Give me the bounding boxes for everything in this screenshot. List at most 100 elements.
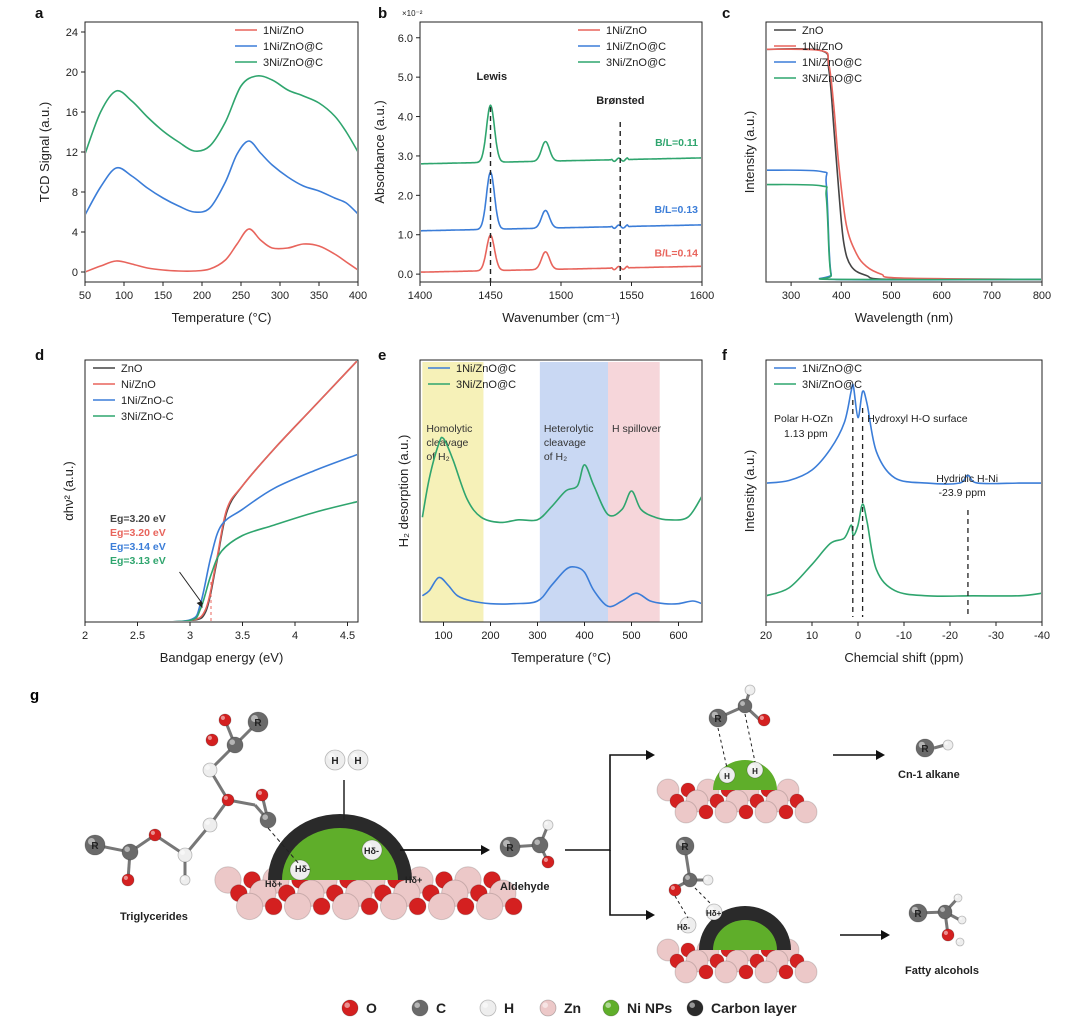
series-line-Ni/ZnO: [180, 361, 357, 621]
eg-label: Eg=3.13 eV: [110, 555, 166, 567]
h-atom-sphere: [702, 874, 714, 886]
x-tick-label: 3.5: [235, 630, 250, 642]
h-atom: [179, 874, 191, 886]
x-tick-label: 350: [310, 290, 328, 302]
legend-label: 3Ni/ZnO@C: [606, 57, 666, 69]
o-atom-shine: [759, 715, 765, 721]
c-atom-shine: [685, 875, 690, 880]
o-atom-shine: [257, 790, 262, 796]
o-atom-sphere: [121, 873, 135, 887]
series-line-1Ni/ZnO: [421, 234, 701, 273]
legend-label: 1Ni/ZnO@C: [263, 41, 323, 53]
series-line-1Ni/ZnO@C: [421, 171, 701, 232]
legend-atom-3-shine: [542, 1002, 548, 1008]
lower-catalyst: [699, 906, 791, 950]
r-group: R: [499, 836, 521, 858]
plot-frame: [419, 359, 703, 623]
series-line-1Ni/ZnO@C: [767, 169, 1041, 281]
o-atom: [757, 713, 771, 727]
polar-ppm: 1.13 ppm: [784, 428, 828, 440]
o-atom-sphere: [221, 793, 235, 807]
h-atom-shine: [205, 765, 210, 770]
legend-label: 1Ni/ZnO@C: [456, 363, 516, 375]
arrowhead-alcohol: [881, 930, 890, 940]
r-group-shine: [503, 840, 510, 847]
upper-surface: [656, 778, 818, 824]
fatty-alcohol: R: [908, 893, 967, 947]
legend-atom-0-sphere: [341, 999, 359, 1017]
hydridic-label: Hydridic H-Ni: [936, 473, 998, 485]
panel-f: 20 10 0 -10 -20 -30 -40 Chemcial shift (ppm) Int…: [722, 347, 1050, 665]
panel-label-g: g: [30, 687, 39, 704]
o-atom: [148, 828, 162, 842]
o-atom-sphere: [218, 713, 232, 727]
h-atom: [955, 937, 965, 947]
legend-label: 1Ni/ZnO: [606, 25, 647, 37]
legend-atom-2-shine: [482, 1002, 489, 1008]
branch-up: [565, 754, 650, 851]
o-surface-atom: [264, 897, 283, 916]
x-tick-label: 4: [292, 630, 298, 642]
lower-h2: [705, 903, 723, 921]
y-axis-label: H₂ desorption (a.u.): [396, 435, 411, 548]
legend-text: Zn: [564, 1000, 581, 1016]
h-delta-minus-1: [361, 839, 383, 861]
o-atom-shine: [943, 930, 949, 936]
r-group-1-shine: [88, 838, 95, 845]
legend-label: ZnO: [121, 363, 143, 375]
legend-atom-2-sphere: [479, 999, 497, 1017]
zn-surface-atom: [283, 892, 312, 921]
c-atom-shine: [262, 814, 269, 820]
series-line-1Ni/ZnO-C: [175, 453, 357, 621]
o-atom: [221, 793, 235, 807]
h-atom-sphere: [202, 817, 218, 833]
o-atom: [218, 713, 232, 727]
zn-surface-atom: [754, 800, 778, 824]
eg-label: Eg=3.20 eV: [110, 513, 166, 525]
h-atom-sphere: [542, 819, 554, 831]
r-group-shine: [911, 906, 918, 913]
x-tick-label: -40: [1034, 630, 1050, 642]
y-tick-label: 5.0: [398, 72, 413, 84]
c-atom-shine: [124, 846, 130, 852]
c-atom: [737, 698, 753, 714]
fatty-alcohols-label: Fatty alcohols: [905, 965, 979, 977]
series-line-1Ni/ZnO@C: [767, 383, 1041, 485]
x-tick-label: 300: [782, 290, 800, 302]
h-atom-shine: [205, 820, 210, 825]
o-atom-shine: [220, 715, 225, 721]
lower-h1-shine: [682, 919, 688, 925]
x-tick-label: 4.5: [340, 630, 355, 642]
y-tick-label: 12: [66, 147, 78, 159]
plot-frame: [765, 21, 1043, 283]
h-atom: [177, 847, 193, 863]
x-tick-label: 1500: [549, 290, 573, 302]
y-tick-label: 2.0: [398, 190, 413, 202]
x-tick-label: 1600: [690, 290, 714, 302]
legend-atom-5-shine: [689, 1002, 695, 1008]
hydridic-ppm: -23.9 ppm: [939, 487, 987, 499]
h2-atom-a: H: [324, 749, 346, 771]
h-atom: [957, 915, 967, 925]
legend-atom-2: [479, 999, 497, 1017]
legend-label: 3Ni/ZnO@C: [263, 57, 323, 69]
panel-b: 1400 1450 1500 1550 1600 0.0 1.0 2.0 3.0 4.0 5.0 6.…: [372, 5, 714, 325]
band-label: of H₂: [426, 451, 449, 463]
o-atom-sphere: [757, 713, 771, 727]
x-tick-label: 0: [855, 630, 861, 642]
upper-aldehyde: R: [708, 684, 771, 728]
bl-ratio-blue: B/L=0.13: [655, 204, 699, 216]
legend-text: C: [436, 1000, 446, 1016]
panel-label-f: f: [722, 347, 728, 364]
legend-atom-4-sphere: [602, 999, 620, 1017]
arrowhead: [481, 845, 490, 855]
panel-c: 300 400 500 600 700 800 Wavelength (nm) Intensi…: [722, 5, 1051, 325]
o-atom: [121, 873, 135, 887]
c-atom: [121, 843, 139, 861]
o-atom-sphere: [255, 788, 269, 802]
series-line-3Ni/ZnO@C: [421, 104, 701, 165]
dash-lo-2: [694, 887, 713, 906]
legend-atom-1-shine: [414, 1002, 421, 1008]
upper-h2-shine: [749, 764, 755, 770]
o-surface-atom: [698, 804, 714, 820]
